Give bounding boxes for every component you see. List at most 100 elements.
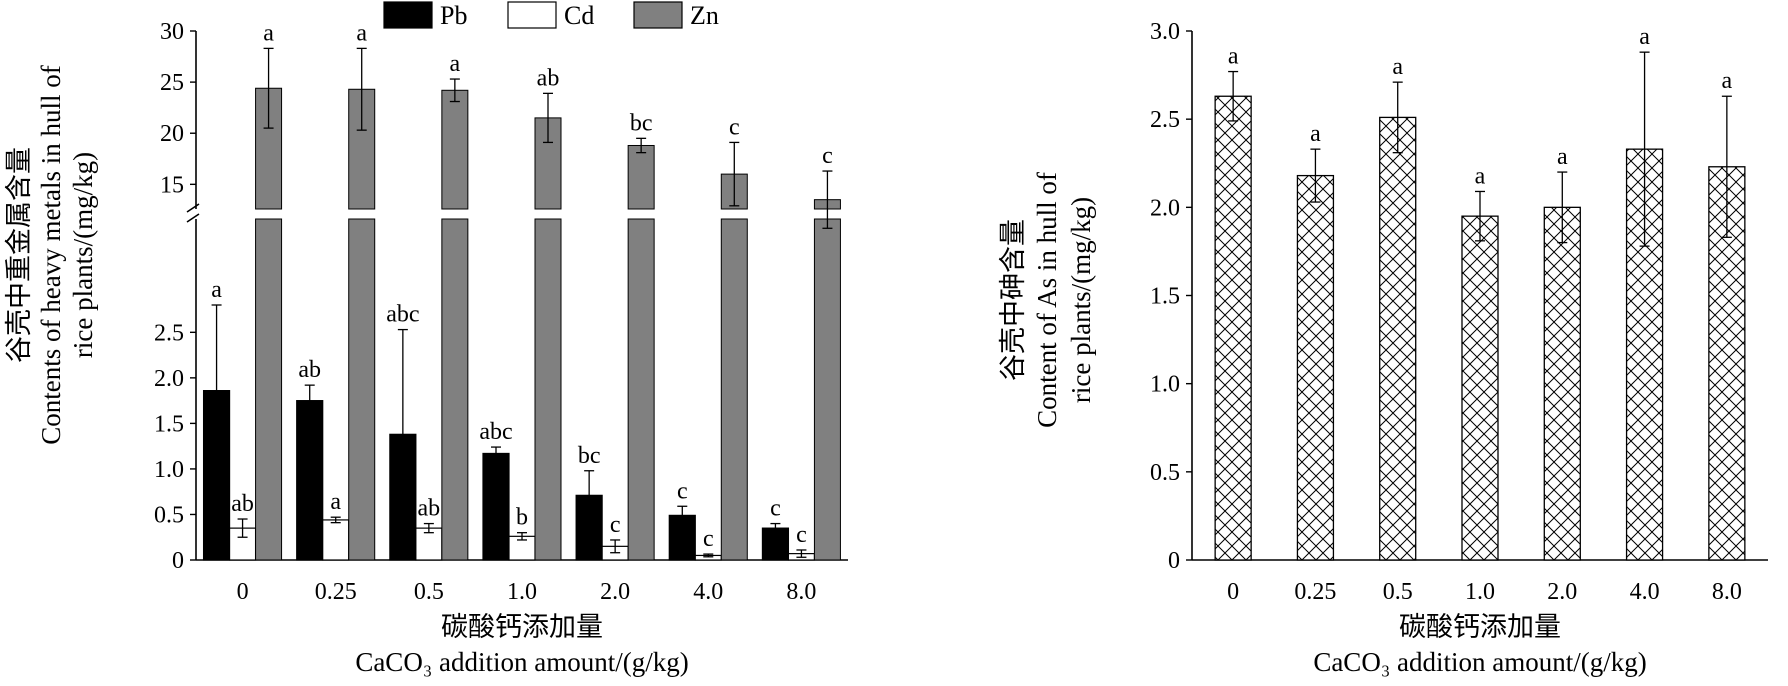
legend-label: Zn — [690, 1, 719, 30]
x-tick-label: 0.5 — [1383, 579, 1413, 605]
y-tick-label: 0.5 — [1150, 460, 1180, 486]
significance-label: a — [211, 277, 222, 303]
bar-as — [1296, 174, 1335, 561]
significance-label: abc — [479, 419, 512, 445]
significance-label: a — [1475, 163, 1486, 189]
bar-zn-upper — [441, 89, 469, 210]
significance-label: ab — [298, 357, 321, 383]
significance-label: a — [1639, 24, 1650, 50]
bar-zn-lower — [534, 218, 562, 561]
significance-label: a — [1557, 144, 1568, 170]
left-chart: 00.51.01.52.02.5152025300aaba0.25abaa0.5… — [4, 1, 848, 677]
x-tick-label: 0 — [1227, 579, 1239, 605]
legend-swatch — [633, 1, 683, 29]
y-tick-label: 1.0 — [1150, 372, 1180, 398]
y-axis-title: rice plants/(mg/kg) — [1066, 197, 1096, 403]
bar-zn-lower — [255, 218, 283, 561]
significance-label: c — [770, 496, 781, 522]
y-axis-title: Contents of heavy metals in hull of — [36, 65, 66, 444]
y-tick-label: 2.5 — [1150, 107, 1180, 133]
bar-pb — [296, 400, 324, 561]
x-tick-label: 0.25 — [315, 579, 357, 605]
axis-break-mark — [186, 213, 200, 223]
significance-label: a — [1310, 121, 1321, 147]
x-axis-title: 碳酸钙添加量 — [1399, 612, 1561, 642]
significance-label: b — [516, 505, 528, 531]
x-tick-label: 0.5 — [414, 579, 444, 605]
significance-label: ab — [418, 496, 441, 522]
y-axis-title: rice plants/(mg/kg) — [68, 152, 98, 358]
legend-label: Cd — [564, 1, 594, 30]
axis-break-mark — [186, 203, 200, 213]
bar-zn-lower — [627, 218, 655, 561]
legend-swatch — [383, 1, 433, 29]
significance-label: abc — [386, 302, 419, 328]
significance-label: a — [450, 51, 461, 77]
y-tick-label: 0.5 — [154, 502, 184, 528]
x-tick-label: 4.0 — [1630, 579, 1660, 605]
x-tick-label: 2.0 — [1547, 579, 1577, 605]
y-tick-label: 2.5 — [154, 320, 184, 346]
bar-zn-lower — [813, 218, 841, 561]
legend-label: Pb — [440, 1, 467, 30]
x-tick-label: 0.25 — [1294, 579, 1336, 605]
y-tick-label: 20 — [160, 121, 184, 147]
x-tick-label: 1.0 — [1465, 579, 1495, 605]
x-axis-title: 碳酸钙添加量 — [441, 612, 603, 642]
bar-pb — [761, 527, 790, 561]
significance-label: c — [677, 478, 688, 504]
x-tick-label: 8.0 — [786, 579, 816, 605]
significance-label: bc — [630, 110, 653, 136]
x-axis-title: CaCO₃ addition amount/(g/kg) — [1313, 647, 1646, 677]
y-tick-label: 3.0 — [1150, 19, 1180, 45]
significance-label: ab — [537, 65, 560, 91]
significance-label: c — [822, 143, 833, 169]
x-tick-label: 0 — [237, 579, 249, 605]
bar-as — [1543, 206, 1581, 561]
y-tick-label: 0 — [1168, 548, 1180, 574]
significance-label: ab — [231, 491, 254, 517]
bar-pb — [668, 514, 696, 561]
bar-as — [1214, 95, 1252, 561]
significance-label: a — [1722, 68, 1733, 94]
legend-swatch — [507, 1, 557, 29]
x-tick-label: 2.0 — [600, 579, 630, 605]
y-tick-label: 15 — [160, 172, 184, 198]
bar-zn-lower — [720, 218, 748, 561]
y-tick-label: 1.5 — [154, 411, 184, 437]
bar-zn-lower — [348, 218, 376, 561]
y-tick-label: 1.0 — [154, 457, 184, 483]
x-tick-label: 4.0 — [693, 579, 723, 605]
bar-cd — [322, 519, 350, 561]
y-tick-label: 2.0 — [1150, 195, 1180, 221]
x-axis-title: CaCO₃ addition amount/(g/kg) — [355, 647, 688, 677]
significance-label: c — [796, 522, 807, 548]
y-tick-label: 25 — [160, 70, 184, 96]
significance-label: c — [729, 114, 740, 140]
significance-label: a — [263, 20, 274, 46]
y-axis-title: Content of As in hull of — [1032, 172, 1062, 428]
x-tick-label: 1.0 — [507, 579, 537, 605]
significance-label: a — [1392, 54, 1403, 80]
y-axis-title: 谷壳中重金属含量 — [4, 147, 34, 363]
x-tick-label: 8.0 — [1712, 579, 1742, 605]
significance-label: a — [1228, 44, 1239, 70]
bar-pb — [482, 452, 510, 561]
significance-label: a — [356, 20, 367, 46]
y-tick-label: 1.5 — [1150, 284, 1180, 310]
significance-label: bc — [578, 443, 601, 469]
bar-as — [1461, 215, 1499, 561]
bar-zn-lower — [441, 218, 469, 561]
y-tick-label: 0 — [172, 548, 184, 574]
significance-label: a — [330, 489, 341, 515]
y-axis-title: 谷壳中砷含量 — [998, 219, 1028, 381]
significance-label: c — [703, 526, 714, 552]
y-tick-label: 2.0 — [154, 366, 184, 392]
significance-label: c — [610, 512, 621, 538]
bar-as — [1379, 116, 1417, 561]
y-tick-label: 30 — [160, 19, 184, 45]
bar-zn-upper — [627, 144, 655, 210]
right-chart: 0 0.5 1.0 1.5 2.0 2.5 3.0 0 a 0.25 a 0.5 a 1.0 a 2.0 a 4.… — [998, 19, 1768, 677]
